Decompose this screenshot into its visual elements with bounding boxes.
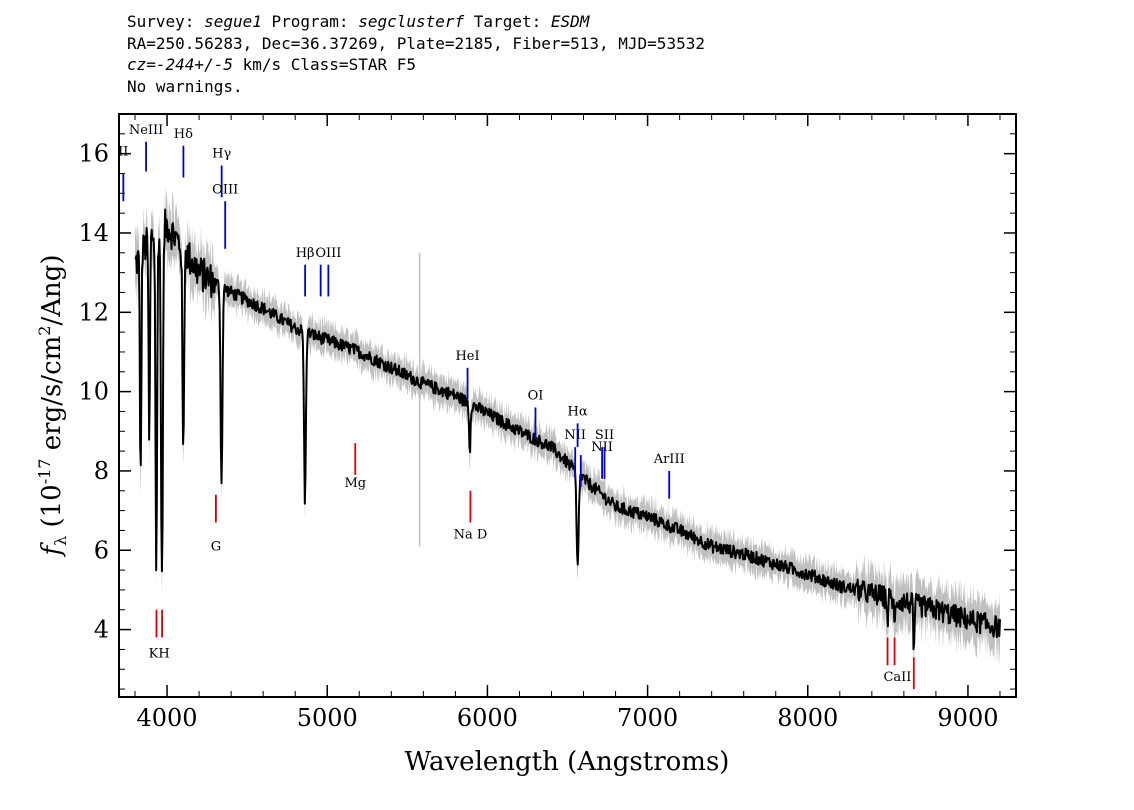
header-line3-part: km/s Class=STAR F5	[232, 55, 416, 74]
header-line1-part: Target:	[464, 12, 551, 31]
emission-line-marker-label: II	[118, 145, 128, 160]
x-tick-label: 6000	[457, 704, 518, 732]
emission-line-marker-label: Hα	[568, 404, 588, 419]
emission-line-marker-label: Hβ	[296, 246, 315, 261]
header-line-warnings: No warnings.	[127, 76, 243, 96]
spectrum-header: Survey: segue1 Program: segclusterf Targ…	[127, 11, 705, 97]
header-line3-part: cz=-244+/-5	[127, 55, 233, 74]
y-tick-label: 14	[78, 219, 109, 247]
header-line1-part: ESDM	[550, 12, 590, 31]
header-line-survey: Survey: segue1 Program: segclusterf Targ…	[127, 11, 705, 33]
x-tick-label: 5000	[297, 704, 358, 732]
axis-ticks: 4000 5000 6000 7000 8000 9000 4 6 8 10 12 14 16	[78, 114, 1016, 732]
header-line-redshift: cz=-244+/-5 km/s Class=STAR F5	[127, 54, 705, 76]
y-axis-label-part: 2	[35, 326, 54, 336]
x-axis-label: Wavelength (Angstroms)	[405, 747, 730, 777]
absorption-line-marker-label: Na D	[454, 527, 488, 542]
spectrum-series	[134, 208, 1001, 651]
header-line-coordinates: RA=250.56283, Dec=36.37269, Plate=2185, …	[127, 33, 705, 53]
x-tick-label: 4000	[137, 704, 198, 732]
y-tick-label: 10	[78, 378, 109, 406]
emission-line-marker-label: OIII	[315, 246, 341, 261]
emission-line-marker-label: NII	[564, 428, 586, 443]
emission-line-marker-label: OIII	[212, 182, 238, 197]
y-axis-label-part: λ	[51, 536, 70, 546]
emission-line-marker-label: NeIII	[129, 123, 163, 138]
error-band	[135, 185, 1000, 666]
x-tick-label: 8000	[777, 704, 838, 732]
y-tick-label: 12	[78, 298, 109, 326]
y-axis-label-part: (10	[37, 484, 67, 536]
emission-line-marker-label: Hγ	[212, 147, 231, 162]
x-tick-label: 9000	[937, 704, 998, 732]
y-axis-label-part: erg/s/cm	[37, 336, 67, 459]
header-line1-part: Survey:	[127, 12, 205, 31]
absorption-line-marker-label: CaII	[883, 670, 911, 685]
absorption-line-marker-label: Mg	[344, 476, 366, 491]
header-line1-part: segue1	[204, 12, 262, 31]
y-axis-label-part: -17	[35, 459, 54, 485]
y-axis-label-part: /Ang)	[37, 254, 67, 325]
y-axis-label: fλ (10-17 erg/s/cm2/Ang)	[35, 254, 70, 557]
y-tick-label: 8	[94, 457, 109, 485]
header-line1-part: segclusterf	[358, 12, 465, 31]
y-tick-label: 16	[78, 140, 109, 168]
header-line1-part: Program:	[261, 12, 359, 31]
emission-line-marker-label: SII	[595, 428, 614, 443]
spectrum-line	[134, 208, 1001, 651]
emission-line-marker-label: NII	[591, 440, 613, 455]
emission-line-marker-label: ArIII	[653, 452, 685, 467]
absorption-line-marker-label: G	[211, 539, 221, 554]
x-tick-label: 7000	[617, 704, 678, 732]
emission-line-marker-label: Hδ	[174, 127, 193, 142]
y-tick-label: 4	[94, 616, 109, 644]
absorption-line-marker-label: KH	[149, 646, 170, 661]
emission-line-marker-label: HeI	[455, 349, 479, 364]
plot-frame	[118, 113, 1017, 698]
y-tick-label: 6	[94, 536, 109, 564]
emission-line-marker-label: OI	[528, 389, 544, 404]
